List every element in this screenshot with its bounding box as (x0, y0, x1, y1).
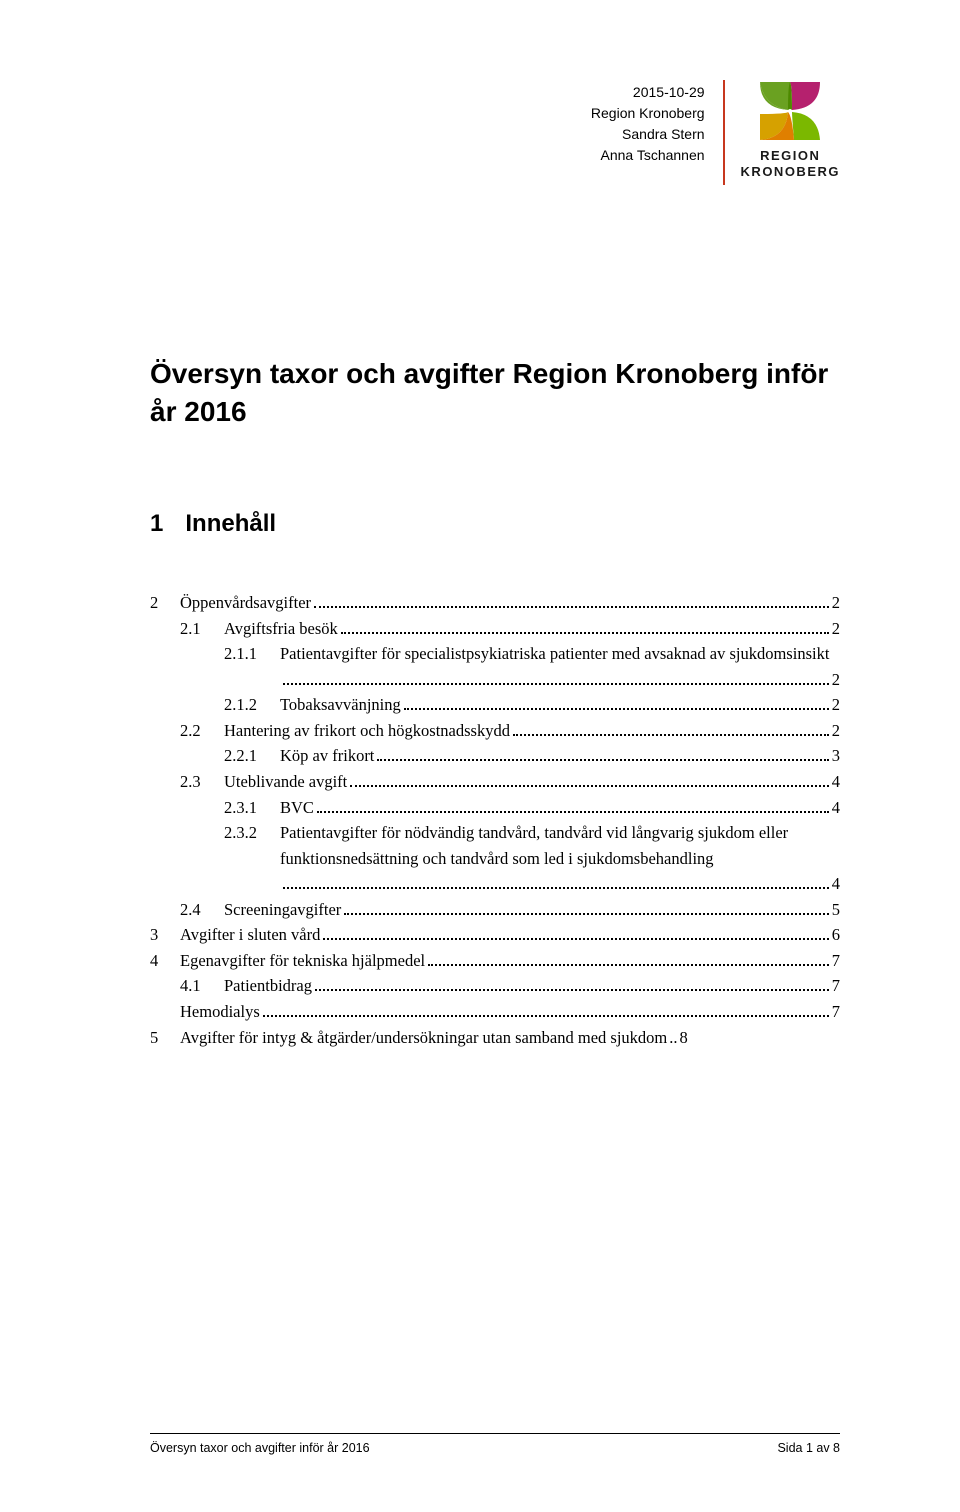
toc-row: Hemodialys 7 (150, 999, 840, 1025)
toc-label: BVC (280, 795, 314, 821)
toc-label: Hantering av frikort och högkostnadsskyd… (224, 718, 510, 744)
header-author-2: Anna Tschannen (591, 145, 705, 166)
logo-mark-icon (758, 80, 822, 142)
toc-leader (283, 672, 829, 685)
toc-num: 3 (150, 922, 180, 948)
header-author-1: Sandra Stern (591, 124, 705, 145)
toc-num: 2.3 (180, 769, 224, 795)
table-of-contents: 2Öppenvårdsavgifter22.1Avgiftsfria besök… (150, 590, 840, 1050)
toc-page: 7 (832, 948, 840, 974)
toc-label: Tobaksavvänjning (280, 692, 401, 718)
toc-num: 2.1 (180, 616, 224, 642)
toc-label: Patientavgifter för specialistpsykiatris… (280, 641, 829, 667)
toc-leader (283, 876, 829, 889)
toc-leader (317, 799, 829, 812)
toc-num: 4.1 (180, 973, 224, 999)
toc-leader (315, 978, 829, 991)
header-date: 2015-10-29 (591, 82, 705, 103)
logo: REGION KRONOBERG (741, 80, 840, 181)
toc-label: Egenavgifter för tekniska hjälpmedel (180, 948, 425, 974)
toc-page: 2 (832, 692, 840, 718)
toc-page: 4 (832, 795, 840, 821)
toc-page: 2 (832, 667, 840, 693)
section-num: 1 (150, 510, 163, 537)
toc-leader (350, 774, 828, 787)
toc-label: Öppenvårdsavgifter (180, 590, 311, 616)
toc-label: Avgiftsfria besök (224, 616, 338, 642)
toc-row: 2.1Avgiftsfria besök 2 (150, 616, 840, 642)
header-org: Region Kronoberg (591, 103, 705, 124)
section-heading: 1 Innehåll (150, 510, 276, 538)
toc-row: 2.1.2Tobaksavvänjning 2 (150, 692, 840, 718)
toc-leader (263, 1004, 829, 1017)
toc-num: 2.3.2 (224, 820, 280, 846)
footer: Översyn taxor och avgifter inför år 2016… (150, 1433, 840, 1458)
footer-rule (150, 1433, 840, 1434)
toc-leader: .. (669, 1025, 677, 1051)
toc-row: 2.2.1Köp av frikort 3 (150, 743, 840, 769)
toc-row: 5Avgifter för intyg & åtgärder/undersökn… (150, 1025, 840, 1051)
toc-leader (404, 697, 829, 710)
toc-leader (377, 748, 828, 761)
toc-num: 2.3.1 (224, 795, 280, 821)
toc-label: Uteblivande avgift (224, 769, 347, 795)
toc-page: 4 (832, 871, 840, 897)
toc-row: 3Avgifter i sluten vård 6 (150, 922, 840, 948)
toc-page: 5 (832, 897, 840, 923)
logo-text-line2: KRONOBERG (741, 164, 840, 180)
toc-row: 2.3Uteblivande avgift 4 (150, 769, 840, 795)
toc-label: Köp av frikort (280, 743, 374, 769)
toc-leader (314, 595, 829, 608)
toc-num: 2.1.1 (224, 641, 280, 667)
toc-row: 2.3.2Patientavgifter för nödvändig tandv… (150, 820, 840, 897)
document-title: Översyn taxor och avgifter Region Kronob… (150, 355, 840, 431)
page: 2015-10-29 Region Kronoberg Sandra Stern… (0, 0, 960, 1512)
toc-leader (344, 902, 828, 915)
toc-leader (428, 953, 829, 966)
toc-page: 2 (832, 616, 840, 642)
toc-row: 2.1.1Patientavgifter för specialistpsyki… (150, 641, 840, 692)
toc-label: Hemodialys (180, 999, 260, 1025)
header-meta: 2015-10-29 Region Kronoberg Sandra Stern… (591, 80, 723, 166)
toc-label: Patientbidrag (224, 973, 312, 999)
header-block: 2015-10-29 Region Kronoberg Sandra Stern… (591, 80, 840, 185)
toc-label: Screeningavgifter (224, 897, 341, 923)
toc-num: 2.1.2 (224, 692, 280, 718)
logo-text: REGION KRONOBERG (741, 148, 840, 181)
toc-page: 4 (832, 769, 840, 795)
toc-page: 3 (832, 743, 840, 769)
section-label: Innehåll (185, 510, 276, 537)
toc-label: Avgifter för intyg & åtgärder/undersökni… (180, 1025, 667, 1051)
toc-num: 2.2.1 (224, 743, 280, 769)
toc-num: 2.4 (180, 897, 224, 923)
toc-page: 2 (832, 590, 840, 616)
toc-num: 2 (150, 590, 180, 616)
toc-row: 2.2Hantering av frikort och högkostnadss… (150, 718, 840, 744)
toc-row: 2.4Screeningavgifter 5 (150, 897, 840, 923)
toc-label: Avgifter i sluten vård (180, 922, 320, 948)
footer-row: Översyn taxor och avgifter inför år 2016… (150, 1440, 840, 1458)
toc-page: 2 (832, 718, 840, 744)
toc-label: Patientavgifter för nödvändig tandvård, … (280, 820, 840, 871)
footer-left: Översyn taxor och avgifter inför år 2016 (150, 1440, 370, 1458)
toc-row: 2.3.1BVC 4 (150, 795, 840, 821)
toc-leader (323, 927, 828, 940)
toc-row: 4.1Patientbidrag 7 (150, 973, 840, 999)
toc-num: 4 (150, 948, 180, 974)
toc-num: 2.2 (180, 718, 224, 744)
toc-row: 2Öppenvårdsavgifter2 (150, 590, 840, 616)
toc-page: 8 (680, 1025, 688, 1051)
toc-leader (513, 723, 829, 736)
toc-page: 7 (832, 999, 840, 1025)
toc-num: 5 (150, 1025, 180, 1051)
toc-leader (341, 620, 829, 633)
footer-right: Sida 1 av 8 (777, 1440, 840, 1458)
header-divider (723, 80, 725, 185)
toc-row: 4Egenavgifter för tekniska hjälpmedel 7 (150, 948, 840, 974)
toc-page: 6 (832, 922, 840, 948)
toc-page: 7 (832, 973, 840, 999)
logo-text-line1: REGION (741, 148, 840, 164)
